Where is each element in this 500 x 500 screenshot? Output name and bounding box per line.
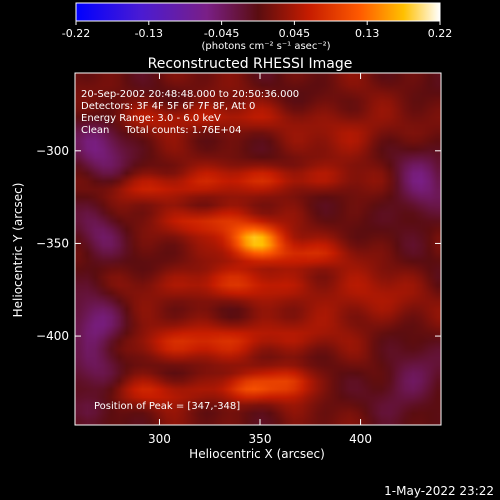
colorbar-unit-label: (photons cm⁻² s⁻¹ asec⁻²) [201,41,330,52]
x-tick-label: 400 [349,432,372,446]
colorbar-tick-label: 0.13 [355,27,380,40]
peak-position-label: Position of Peak = [347,-348] [94,401,240,412]
colorbar-gradient [75,2,441,22]
y-axis-ticks: −300 −350 −400 [36,144,441,343]
y-tick-label: −400 [36,329,69,343]
colorbar: -0.22 -0.13 -0.045 0.045 0.13 0.22 (phot… [62,2,453,52]
heatmap-image [75,73,441,425]
x-tick-label: 300 [148,432,171,446]
x-axis-label: Heliocentric X (arcsec) [189,447,325,461]
y-tick-label: −350 [36,236,69,250]
colorbar-tick-label: -0.045 [204,27,239,40]
y-axis-label: Heliocentric Y (arcsec) [11,183,25,318]
x-axis-ticks: 300 350 400 [148,73,372,446]
info-detectors: Detectors: 3F 4F 5F 6F 7F 8F, Att 0 [81,101,255,112]
footer-timestamp: 1-May-2022 23:22 [384,484,494,498]
colorbar-tick-label: -0.13 [135,27,163,40]
x-tick-label: 350 [249,432,272,446]
y-tick-label: −300 [36,144,69,158]
colorbar-tick-label: -0.22 [62,27,90,40]
heatmap-raster [75,73,441,425]
plot-frame [74,72,442,426]
info-clean-counts: Clean Total counts: 1.76E+04 [81,125,241,136]
info-energy-range: Energy Range: 3.0 - 6.0 keV [81,113,221,124]
colorbar-tick-label: 0.045 [279,27,311,40]
info-time-range: 20-Sep-2002 20:48:48.000 to 20:50:36.000 [81,89,299,100]
colorbar-ticks [75,21,441,25]
info-block: 20-Sep-2002 20:48:48.000 to 20:50:36.000… [81,89,299,136]
colorbar-tick-label: 0.22 [428,27,453,40]
chart-title: Reconstructed RHESSI Image [148,56,353,72]
